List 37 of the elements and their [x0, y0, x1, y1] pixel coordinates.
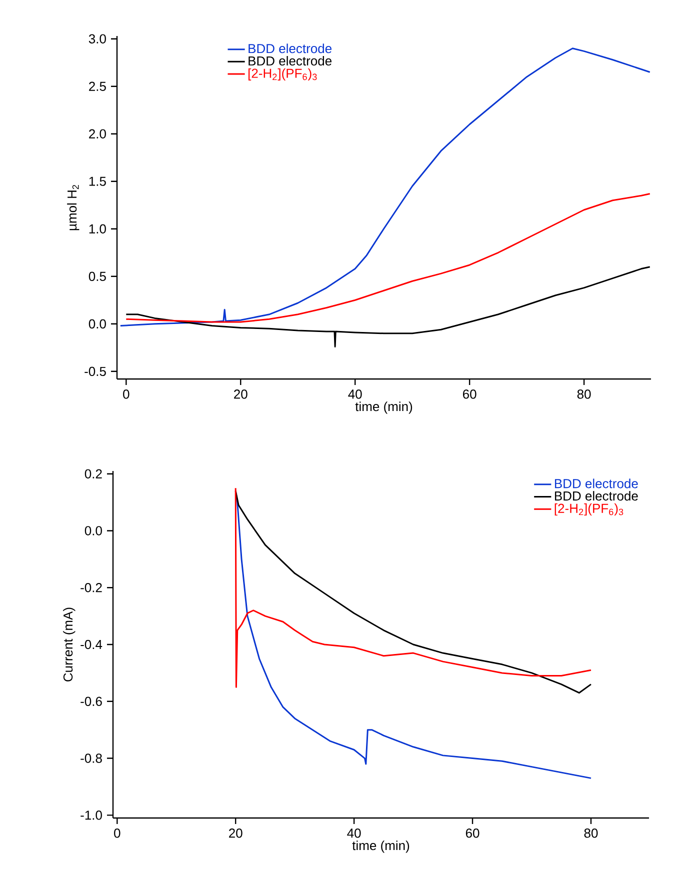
y-tick-label: 0.0: [88, 319, 106, 328]
legend-label: BDD electrode: [554, 491, 638, 501]
y-tick-label: -1.0: [80, 810, 102, 820]
y-tick-label: -0.8: [80, 754, 102, 763]
legend-label: BDD electrode: [554, 478, 638, 488]
line-series: [125, 266, 651, 348]
legend-label: BDD electrode: [248, 56, 332, 66]
y-tick-label: 0.2: [84, 469, 102, 478]
y-tick-label: 1.5: [89, 176, 106, 186]
legend-label: [2-H$_{2}$](PF$_{6}$)$_{3}$: [248, 68, 317, 80]
y-tick-label: 3.0: [88, 34, 106, 44]
x-tick-label: 0: [123, 390, 130, 399]
x-axis-title: time (min): [355, 402, 412, 414]
y-tick-label: 1.0: [89, 224, 106, 234]
x-tick-label: 60: [466, 828, 480, 838]
x-tick-label: 60: [462, 390, 476, 399]
y-tick-label: 0.5: [88, 272, 106, 281]
y-axis-title: Current (mA): [63, 608, 76, 682]
y-tick-label: -0.6: [80, 696, 102, 706]
x-tick-label: 80: [584, 828, 598, 838]
x-tick-label: 80: [577, 390, 591, 399]
line-series: [125, 192, 651, 323]
legend-label: BDD electrode: [248, 44, 332, 54]
y-tick-label: 2.5: [89, 82, 106, 91]
y-tick-label: -0.5: [84, 366, 106, 376]
x-tick-label: 20: [229, 828, 242, 838]
y-axis-title: µmol H$_{2}$: [67, 184, 80, 230]
x-tick-label: 40: [347, 828, 361, 838]
x-axis-title: time (min): [352, 840, 410, 853]
y-tick-label: -0.2: [80, 583, 102, 592]
legend-label: [2-H$_{2}$](PF$_{6}$)$_{3}$: [554, 503, 624, 516]
y-tick-label: 2.0: [89, 129, 106, 138]
y-tick-label: -0.4: [80, 640, 102, 650]
x-tick-label: 40: [348, 390, 362, 399]
y-tick-label: 0.0: [84, 526, 102, 536]
x-tick-label: 20: [234, 390, 248, 399]
x-tick-label: 0: [114, 828, 120, 838]
